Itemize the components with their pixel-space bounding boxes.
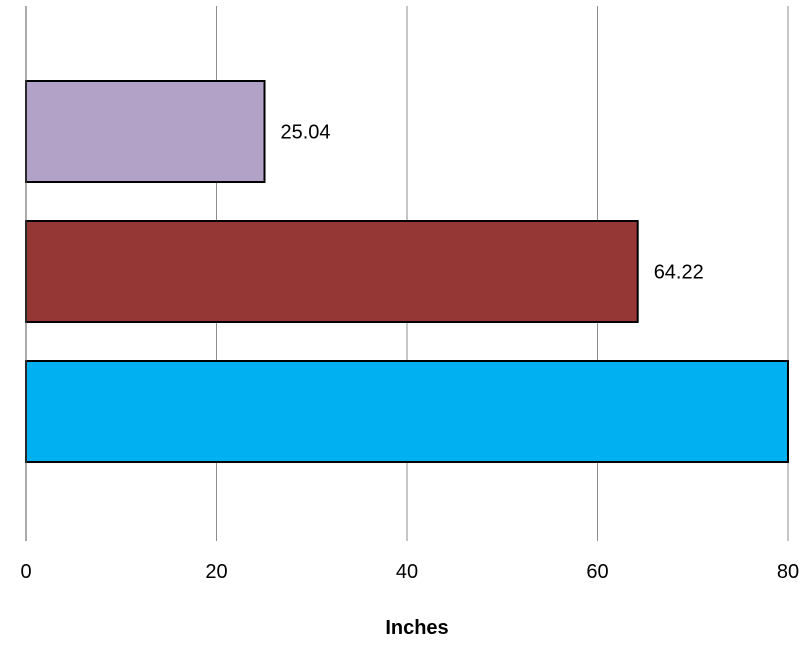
x-axis-title: Inches bbox=[385, 617, 448, 639]
data-label-layer: 25.04 64.22 bbox=[281, 122, 704, 284]
data-label-2: 64.22 bbox=[654, 262, 704, 284]
x-tick-label-80: 80 bbox=[777, 561, 799, 583]
x-tick-label-60: 60 bbox=[586, 561, 608, 583]
bar-3 bbox=[25, 360, 789, 463]
bar-layer bbox=[25, 80, 789, 463]
x-tick-label-20: 20 bbox=[205, 561, 227, 583]
bar-1 bbox=[25, 80, 266, 183]
data-label-1: 25.04 bbox=[281, 122, 331, 144]
tick-label-layer: 0 20 40 60 80 bbox=[20, 561, 799, 583]
x-tick-label-0: 0 bbox=[20, 561, 31, 583]
bar-2 bbox=[25, 220, 639, 323]
x-tick-label-40: 40 bbox=[396, 561, 418, 583]
